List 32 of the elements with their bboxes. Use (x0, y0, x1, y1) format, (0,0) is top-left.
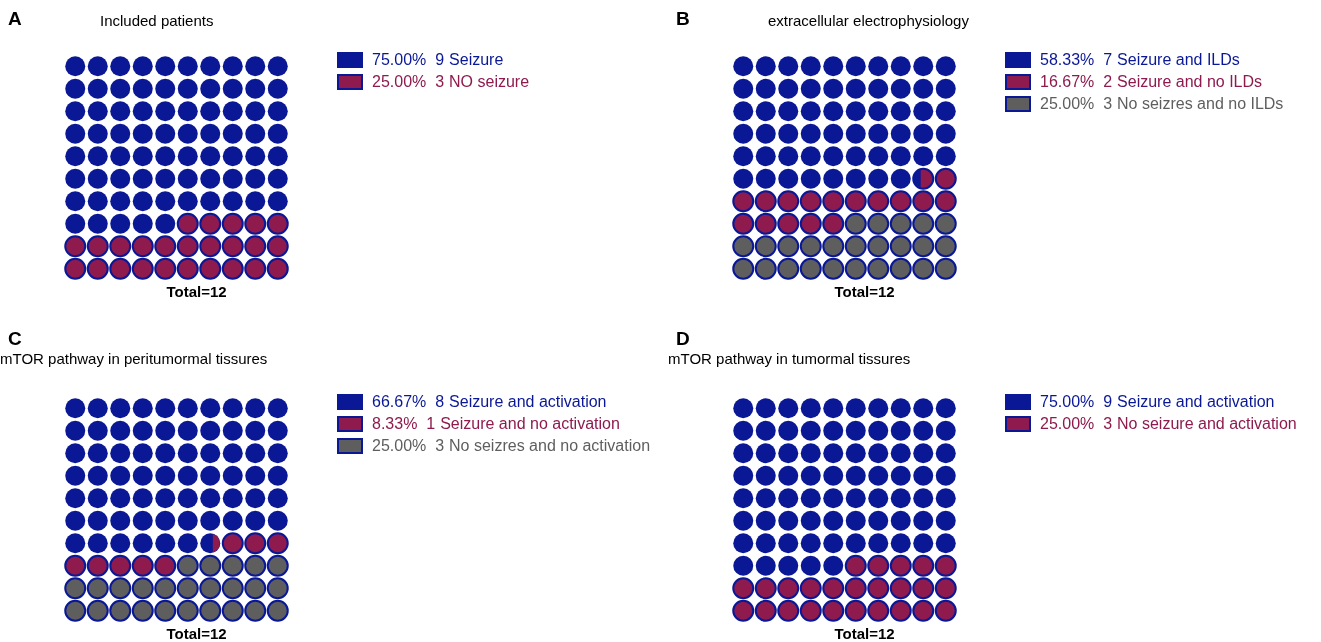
text: Included patients (100, 12, 214, 30)
text: Total=12 (834, 625, 895, 642)
text: D (676, 328, 690, 350)
data-label: 25.00% 3 (372, 72, 445, 92)
text: B (676, 8, 690, 30)
category-label: NO seizure (449, 72, 530, 92)
text: Total=12 (166, 625, 227, 642)
text: mTOR pathway in peritumormal tissures (0, 350, 268, 368)
text: mTOR pathway in tumormal tissures (668, 350, 911, 368)
text: A (8, 8, 22, 30)
data-label: 8.33% 1 (372, 414, 436, 434)
data-label: 25.00% 3 (372, 436, 445, 456)
data-label: 25.00% 3 (1040, 94, 1113, 114)
category-label: Seizure and no activation (440, 414, 620, 434)
data-label: 25.00% 3 (1040, 414, 1113, 434)
data-label: 58.33% 7 (1040, 50, 1113, 70)
category-label: Seizure (449, 50, 504, 70)
category-label: No seizres and no activation (449, 436, 651, 456)
text: extracellular electrophysiology (768, 12, 970, 30)
text: Total=12 (834, 283, 895, 301)
category-label: Seizure and ILDs (1117, 50, 1240, 70)
category-label: No seizure and activation (1117, 414, 1297, 434)
category-label: Seizure and activation (449, 392, 607, 412)
text: C (8, 328, 22, 350)
category-label: Seizure and no ILDs (1117, 72, 1263, 92)
data-label: 75.00% 9 (372, 50, 445, 70)
data-label: 66.67% 8 (372, 392, 445, 412)
category-label: Seizure and activation (1117, 392, 1275, 412)
text: Total=12 (166, 283, 227, 301)
data-label: 16.67% 2 (1040, 72, 1113, 92)
category-label: No seizres and no ILDs (1117, 94, 1284, 114)
data-label: 75.00% 9 (1040, 392, 1113, 412)
